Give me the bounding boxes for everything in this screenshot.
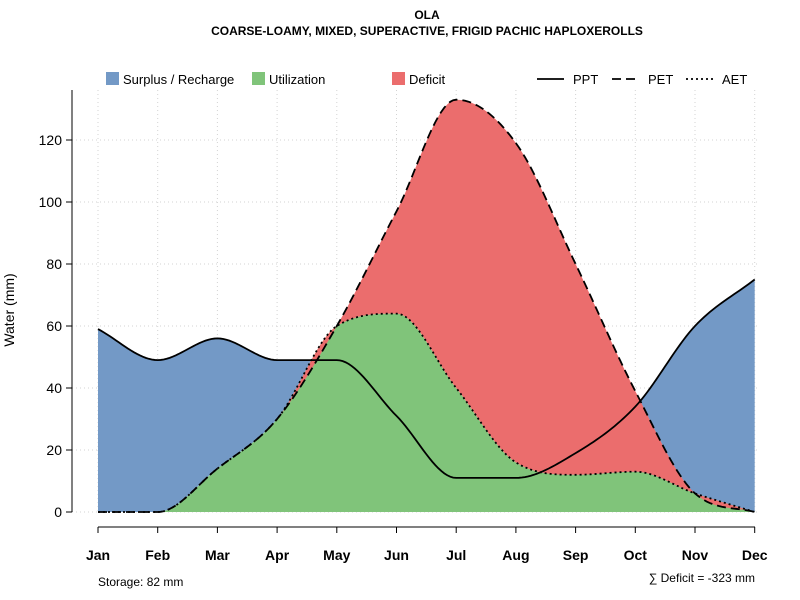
y-tick-label: 40 bbox=[46, 380, 62, 396]
x-tick-label-jan: Jan bbox=[86, 547, 110, 563]
storage-annotation: Storage: 82 mm bbox=[98, 575, 183, 589]
legend-label-fill-0: Surplus / Recharge bbox=[123, 72, 234, 87]
x-tick-label-aug: Aug bbox=[502, 547, 529, 563]
legend-swatch-2 bbox=[392, 72, 405, 85]
x-tick-label-oct: Oct bbox=[624, 547, 648, 563]
y-axis-label: Water (mm) bbox=[1, 273, 17, 346]
pet-line bbox=[98, 98, 755, 513]
x-tick-label-jul: Jul bbox=[446, 547, 466, 563]
x-tick-label-sep: Sep bbox=[563, 547, 589, 563]
legend-swatch-0 bbox=[106, 72, 119, 85]
y-tick-label: 120 bbox=[39, 132, 63, 148]
utilization-area bbox=[98, 313, 755, 512]
deficit-annotation: ∑ Deficit = -323 mm bbox=[649, 571, 755, 585]
legend-label-fill-2: Deficit bbox=[409, 72, 446, 87]
y-tick-label: 100 bbox=[39, 194, 63, 210]
legend-label-fill-1: Utilization bbox=[269, 72, 325, 87]
legend-label-pet: PET bbox=[648, 72, 673, 87]
y-tick-label: 0 bbox=[54, 504, 62, 520]
y-tick-label: 80 bbox=[46, 256, 62, 272]
x-tick-label-mar: Mar bbox=[205, 547, 230, 563]
y-tick-label: 60 bbox=[46, 318, 62, 334]
areas bbox=[98, 99, 755, 512]
ppt-line bbox=[97, 278, 756, 479]
deficit-area bbox=[98, 99, 755, 512]
legend: Surplus / Recharge Utilization Deficit PPT P… bbox=[106, 72, 747, 87]
x-tick-label-may: May bbox=[323, 547, 350, 563]
lines bbox=[97, 98, 756, 513]
x-tick-label-nov: Nov bbox=[682, 547, 709, 563]
axes: 0 20 40 60 80 100 120 Jan Feb Mar Apr May Jun Jul Aug S… bbox=[39, 90, 768, 563]
chart-title: OLA bbox=[414, 8, 440, 22]
x-tick-label-dec: Dec bbox=[742, 547, 768, 563]
legend-swatch-1 bbox=[252, 72, 265, 85]
legend-label-aet: AET bbox=[722, 72, 747, 87]
aet-line bbox=[98, 312, 755, 513]
x-tick-label-apr: Apr bbox=[265, 547, 290, 563]
y-tick-label: 20 bbox=[46, 442, 62, 458]
legend-label-ppt: PPT bbox=[573, 72, 598, 87]
x-tick-label-feb: Feb bbox=[145, 547, 170, 563]
chart-subtitle: COARSE-LOAMY, MIXED, SUPERACTIVE, FRIGID… bbox=[211, 24, 643, 38]
x-tick-label-jun: Jun bbox=[384, 547, 409, 563]
